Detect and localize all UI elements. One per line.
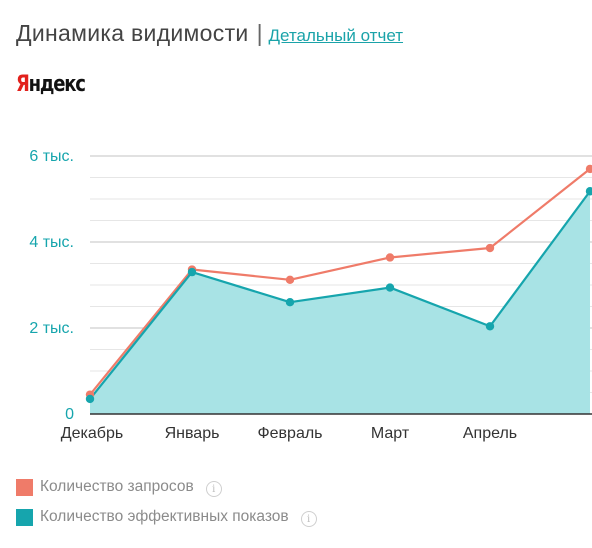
x-tick-label: Февраль (257, 425, 322, 442)
y-tick-label: 2 тыс. (29, 320, 74, 337)
legend-swatch-requests (16, 478, 33, 496)
info-icon[interactable]: i (205, 481, 222, 497)
impressions-point (187, 267, 197, 277)
requests-point (285, 275, 295, 285)
widget-title: Динамика видимости (16, 20, 249, 46)
visibility-chart: 0 2 тыс. 4 тыс. 6 тыс. Декабрь Январь Февраль М… (29, 148, 592, 442)
impressions-point (285, 298, 295, 307)
requests-point (385, 253, 395, 262)
legend-item-requests[interactable]: Количество запросов i (16, 478, 317, 497)
title-separator: | (256, 20, 263, 46)
logo-first-letter: Я (16, 72, 30, 97)
y-tick-label: 0 (65, 406, 74, 423)
impressions-line (89, 190, 591, 400)
requests-line (89, 168, 591, 396)
y-tick-label: 4 тыс. (29, 234, 74, 251)
legend-label-impressions: Количество эффективных показов (40, 508, 289, 525)
x-tick-label: Январь (165, 425, 220, 442)
x-tick-label: Март (371, 425, 410, 442)
x-tick-label: Апрель (463, 425, 517, 442)
legend-item-impressions[interactable]: Количество эффективных показов i (16, 508, 317, 527)
requests-point (485, 243, 495, 253)
x-tick-label: Декабрь (61, 425, 123, 442)
chart-legend: Количество запросов i Количество эффекти… (16, 478, 317, 538)
impressions-area (90, 191, 590, 414)
legend-label-requests: Количество запросов (40, 478, 194, 495)
impressions-point (385, 283, 395, 292)
requests-point (585, 164, 592, 174)
yandex-logo: Яндекс (16, 72, 86, 97)
info-icon[interactable]: i (300, 511, 317, 527)
impressions-point (85, 394, 95, 404)
impressions-point (585, 187, 592, 196)
impressions-point (485, 322, 495, 331)
widget-header: Динамика видимости | Детальный отчет (16, 20, 403, 52)
logo-rest: ндекс (28, 72, 86, 97)
y-tick-label: 6 тыс. (29, 148, 74, 165)
legend-swatch-impressions (16, 508, 33, 526)
detailed-report-link[interactable]: Детальный отчет (268, 26, 404, 45)
